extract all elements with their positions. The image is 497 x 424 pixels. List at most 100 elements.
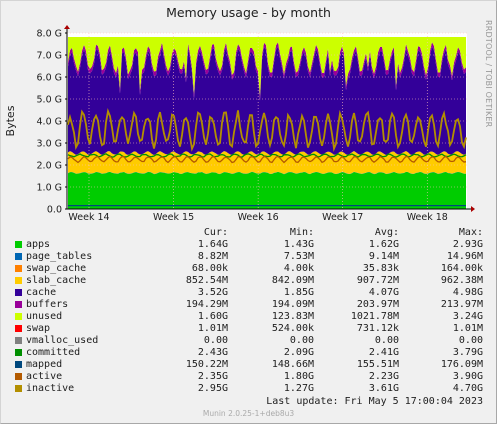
legend-swatch — [15, 325, 22, 332]
legend-value-avg: 2.23G — [368, 371, 399, 382]
legend-row-unused: unused 1.60G 123.83M 1021.78M 3.24G — [0, 311, 497, 323]
legend-value-max: 962.38M — [440, 275, 483, 286]
legend-row-vmalloc_used: vmalloc_used 0.00 0.00 0.00 0.00 — [0, 335, 497, 347]
legend-value-max: 3.24G — [452, 311, 483, 322]
legend-value-avg: 4.07G — [368, 287, 399, 298]
legend-label: apps — [26, 239, 51, 250]
legend-header-max: Max: — [458, 227, 483, 238]
legend-value-avg: 731.12k — [356, 323, 399, 334]
legend-row-committed: committed 2.43G 2.09G 2.41G 3.79G — [0, 347, 497, 359]
legend-row-inactive: inactive 2.95G 1.27G 3.61G 4.70G — [0, 383, 497, 395]
legend-value-avg: 1021.78M — [350, 311, 399, 322]
legend-value-max: 0.00 — [458, 335, 483, 346]
legend-value-min: 1.80G — [283, 371, 314, 382]
legend-header-row: Cur: Min: Avg: Max: — [0, 227, 497, 239]
legend-value-max: 164.00k — [440, 263, 483, 274]
legend-value-avg: 0.00 — [374, 335, 399, 346]
legend-value-avg: 155.51M — [356, 359, 399, 370]
legend-value-avg: 3.61G — [368, 383, 399, 394]
area-cache — [68, 46, 466, 156]
y-tick-label: 0.0 — [47, 205, 62, 216]
legend-value-max: 3.79G — [452, 347, 483, 358]
line-active — [67, 155, 467, 164]
legend-value-cur: 3.52G — [197, 287, 228, 298]
legend-value-max: 14.96M — [446, 251, 483, 262]
y-tick-label: 2.0 G — [37, 161, 63, 172]
legend-value-min: 1.85G — [283, 287, 314, 298]
legend-label: active — [26, 371, 63, 382]
y-axis-label: Bytes — [4, 105, 17, 136]
legend-value-cur: 0.00 — [203, 335, 228, 346]
legend-value-avg: 2.41G — [368, 347, 399, 358]
legend-header-min: Min: — [289, 227, 314, 238]
legend-value-cur: 1.64G — [197, 239, 228, 250]
legend-value-min: 1.27G — [283, 383, 314, 394]
y-tick-label: 7.0 G — [37, 51, 63, 62]
legend-value-min: 123.83M — [271, 311, 314, 322]
y-tick-label: 1.0 G — [37, 183, 63, 194]
x-tick-label: Week 14 — [68, 212, 109, 223]
legend-value-max: 1.01M — [452, 323, 483, 334]
y-tick-label: 4.0 G — [37, 117, 63, 128]
legend-value-cur: 2.43G — [197, 347, 228, 358]
legend-value-max: 176.09M — [440, 359, 483, 370]
legend-row-active: active 2.35G 1.80G 2.23G 3.90G — [0, 371, 497, 383]
legend-row-slab_cache: slab_cache 852.54M 842.09M 907.72M 962.38M — [0, 275, 497, 287]
area-slab_cache — [68, 150, 466, 174]
chart-title: Memory usage - by month — [166, 5, 331, 20]
legend-value-cur: 194.29M — [185, 299, 228, 310]
chart-svg: 0.0 1.0 G 2.0 G 3.0 G 4.0 G 5.0 G 6.0 G 7.0 G 8.… — [4, 25, 475, 223]
legend-swatch — [15, 241, 22, 248]
legend-swatch — [15, 253, 22, 260]
legend-swatch — [15, 337, 22, 344]
line-committed — [67, 153, 467, 158]
legend-swatch — [15, 301, 22, 308]
legend-swatch — [15, 265, 22, 272]
legend-swatch — [15, 385, 22, 392]
y-tick-label: 6.0 G — [37, 73, 63, 84]
legend-label: committed — [26, 347, 81, 358]
legend-value-cur: 1.60G — [197, 311, 228, 322]
legend-label: slab_cache — [26, 275, 87, 286]
x-axis-arrow — [471, 206, 475, 212]
legend-value-avg: 907.72M — [356, 275, 399, 286]
legend-row-swap_cache: swap_cache 68.00k 4.00k 35.83k 164.00k — [0, 263, 497, 275]
legend-value-min: 148.66M — [271, 359, 314, 370]
legend-label: cache — [26, 287, 57, 298]
legend-row-cache: cache 3.52G 1.85G 4.07G 4.98G — [0, 287, 497, 299]
legend-value-cur: 1.01M — [197, 323, 228, 334]
legend-swatch — [15, 277, 22, 284]
legend-value-cur: 2.35G — [197, 371, 228, 382]
rrdtool-credit: RRDTOOL / TOBI OETIKER — [484, 20, 493, 128]
x-tick-label: Week 17 — [322, 212, 363, 223]
legend-label: swap — [26, 323, 51, 334]
legend-label: unused — [26, 311, 63, 322]
legend-value-min: 524.00k — [271, 323, 314, 334]
legend-value-cur: 852.54M — [185, 275, 228, 286]
area-unused — [68, 36, 466, 97]
legend-value-cur: 150.22M — [185, 359, 228, 370]
y-tick-label: 8.0 G — [37, 29, 63, 40]
legend-value-avg: 1.62G — [368, 239, 399, 250]
legend-row-apps: apps 1.64G 1.43G 1.62G 2.93G — [0, 239, 497, 251]
legend-swatch — [15, 349, 22, 356]
last-update: Last update: Fri May 5 17:00:04 2023 — [266, 396, 483, 407]
legend-swatch — [15, 313, 22, 320]
area-apps — [68, 171, 466, 209]
legend-value-max: 4.70G — [452, 383, 483, 394]
legend-value-cur: 2.95G — [197, 383, 228, 394]
chart-lines — [67, 108, 467, 207]
x-tick-label: Week 16 — [238, 212, 279, 223]
legend-label: mapped — [26, 359, 63, 370]
legend-label: page_tables — [26, 251, 93, 262]
legend-header-cur: Cur: — [203, 227, 228, 238]
legend-label: inactive — [26, 383, 75, 394]
x-tick-label: Week 18 — [407, 212, 448, 223]
legend-swatch — [15, 361, 22, 368]
legend-row-mapped: mapped 150.22M 148.66M 155.51M 176.09M — [0, 359, 497, 371]
y-tick-label: 5.0 G — [37, 95, 63, 106]
legend-value-avg: 35.83k — [362, 263, 399, 274]
legend-value-max: 2.93G — [452, 239, 483, 250]
y-tick-label: 3.0 G — [37, 139, 63, 150]
x-tick-label: Week 15 — [153, 212, 194, 223]
